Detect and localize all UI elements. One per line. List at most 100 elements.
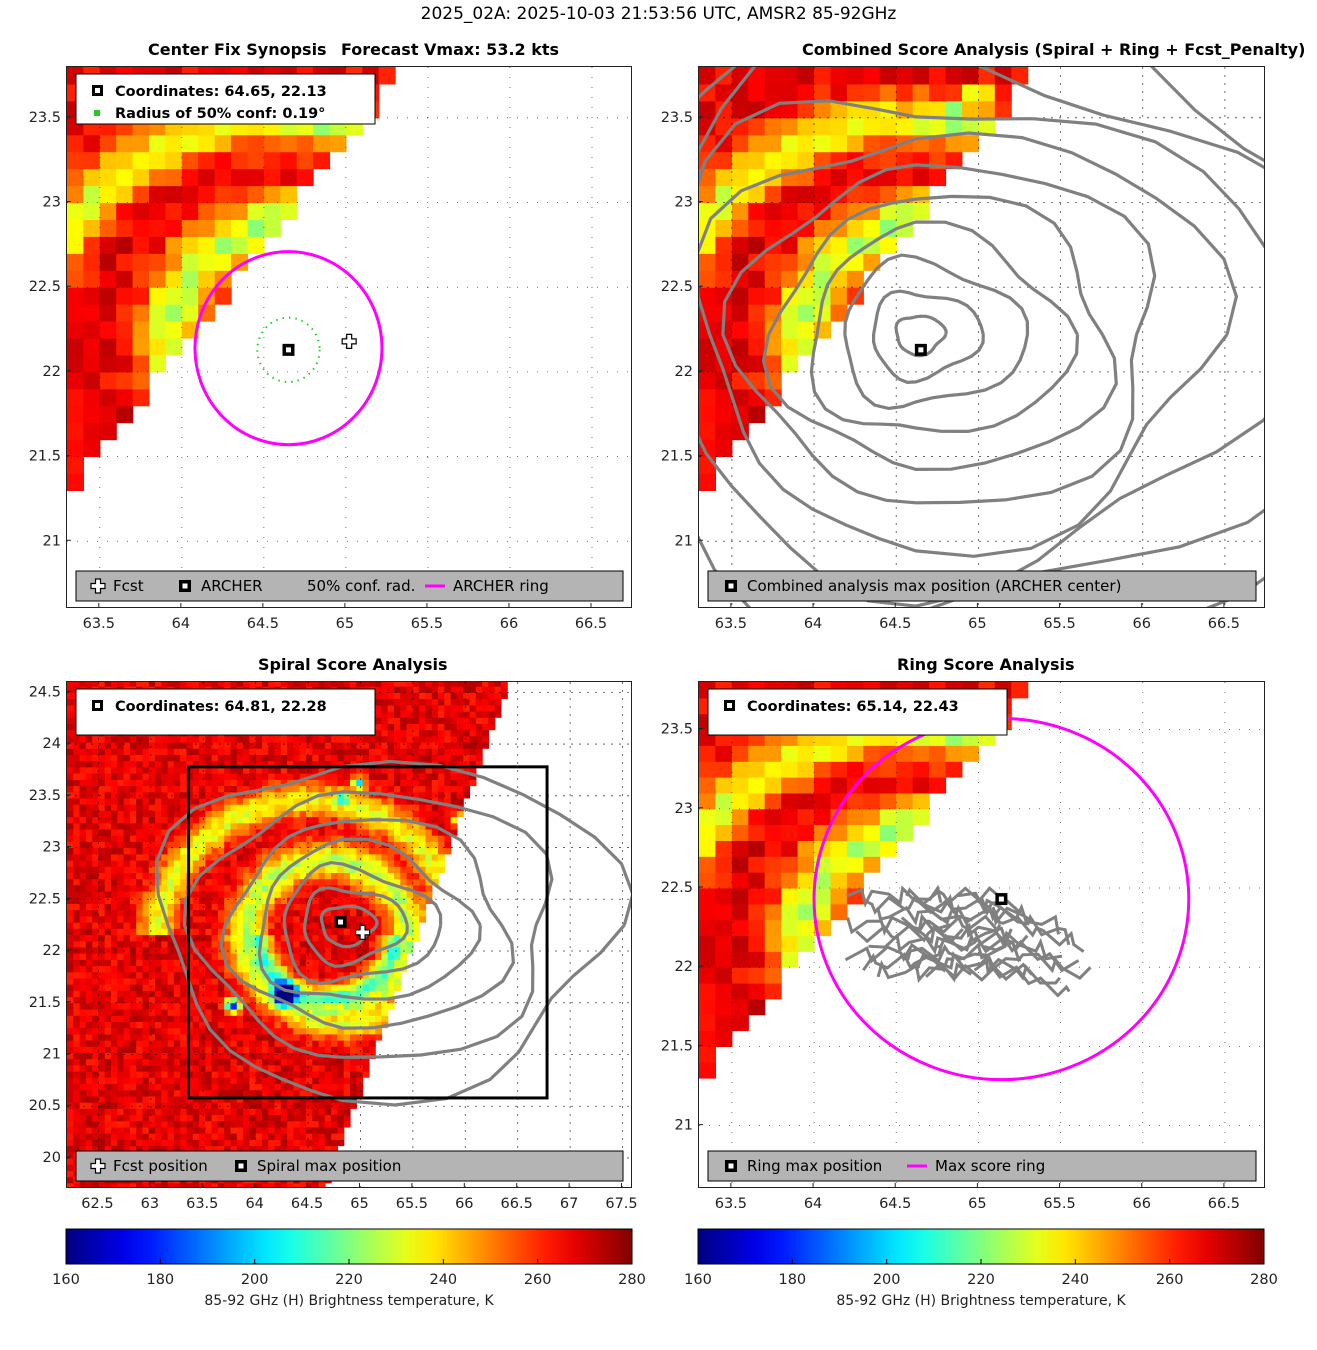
- y-tick-label: 23: [43, 840, 61, 856]
- contour-line: [964, 917, 1063, 961]
- legend-bar: Fcst ARCHER 50% conf. rad. ARCHER ring: [75, 570, 624, 602]
- y-tick-label: 22: [43, 943, 61, 959]
- y-tick-label: 22.5: [661, 279, 693, 295]
- colorbar-tick-label: 280: [1250, 1272, 1278, 1288]
- y-tick-label: 21: [43, 1046, 61, 1062]
- x-tick-label: 63.5: [715, 616, 747, 632]
- y-tick-label: 21: [675, 533, 693, 549]
- contour-line: [809, 220, 1080, 434]
- contour-line: [863, 895, 957, 915]
- contour-line: [699, 131, 1239, 558]
- y-tick-label: 20.5: [29, 1098, 61, 1114]
- contour-line: [991, 906, 1085, 953]
- colorbar-tick-label: 180: [146, 1272, 174, 1288]
- x-tick-label: 66: [455, 1196, 473, 1212]
- contour-line: [219, 817, 516, 1030]
- ring-score-plot: Coordinates: 65.14, 22.43 Ring max positi…: [699, 682, 1264, 1187]
- x-tick-label: 62.5: [81, 1196, 113, 1212]
- x-tick-label: 64: [804, 1196, 822, 1212]
- x-tick-label: 66.5: [501, 1196, 533, 1212]
- panel3-title: Spiral Score Analysis: [258, 655, 448, 674]
- colorbar-tick-label: 200: [873, 1272, 901, 1288]
- colorbar-tick-label: 280: [618, 1272, 646, 1288]
- x-tick-label: 65.5: [411, 616, 443, 632]
- legend-fcst-icon: [90, 1158, 106, 1174]
- spiral-score-contours: [154, 759, 631, 1107]
- grid-lines: [67, 67, 631, 607]
- center-fix-plot: Coordinates: 64.65, 22.13 Radius of 50% c…: [67, 67, 631, 607]
- y-tick-label: 21.5: [29, 995, 61, 1011]
- y-tick-label: 23.5: [29, 788, 61, 804]
- archer-ring: [193, 250, 384, 447]
- legend-frame: [707, 1150, 1257, 1182]
- info-box: Coordinates: 64.81, 22.28: [75, 688, 376, 736]
- legend-frame: [75, 1150, 624, 1182]
- info-line: Coordinates: 64.81, 22.28: [115, 699, 327, 715]
- forecast-position-marker: [354, 924, 371, 940]
- info-line: Coordinates: 64.65, 22.13: [115, 84, 327, 100]
- spiral-max-marker: [334, 916, 347, 929]
- y-tick-label: 21.5: [661, 1038, 693, 1054]
- x-tick-label: 66: [500, 616, 518, 632]
- contour-line: [918, 922, 1013, 947]
- legend-frame: [707, 570, 1257, 602]
- contour-line: [975, 898, 1071, 946]
- panel1-vmax-title: Forecast Vmax: 53.2 kts: [341, 40, 560, 59]
- legend-label: Ring max position: [747, 1157, 882, 1175]
- x-tick-label: 65.5: [1043, 1196, 1075, 1212]
- x-tick-label: 66: [1133, 616, 1151, 632]
- x-tick-label: 64.5: [879, 616, 911, 632]
- contour-line: [900, 914, 1002, 935]
- x-tick-label: 66.5: [575, 616, 607, 632]
- y-tick-label: 22: [675, 364, 693, 380]
- info-box-frame: [707, 688, 1008, 736]
- legend-label: Fcst: [113, 577, 144, 595]
- info-box: Coordinates: 64.65, 22.13 Radius of 50% c…: [75, 73, 376, 125]
- contour-line: [973, 930, 1080, 973]
- colorbar-gradient: [697, 1228, 1265, 1265]
- legend-label: ARCHER ring: [453, 577, 549, 595]
- combined-max-marker: [914, 343, 927, 356]
- y-tick-label: 23: [675, 801, 693, 817]
- legend-label: Combined analysis max position (ARCHER c…: [747, 577, 1121, 595]
- x-tick-label: 63.5: [83, 616, 115, 632]
- colorbar-tick-label: 240: [1061, 1272, 1089, 1288]
- contour-line: [257, 837, 482, 1001]
- x-tick-label: 64: [245, 1196, 263, 1212]
- x-tick-label: 67.5: [605, 1196, 637, 1212]
- x-tick-label: 65: [968, 616, 986, 632]
- legend-label: ARCHER: [201, 577, 263, 595]
- brightness-temperature-field: [699, 682, 1029, 1079]
- spiral-score-plot: Coordinates: 64.81, 22.28 Fcst position Sp…: [67, 682, 631, 1187]
- legend-bar: Combined analysis max position (ARCHER c…: [707, 570, 1257, 602]
- x-tick-label: 66: [1133, 1196, 1151, 1212]
- brightness-temperature-field: [67, 67, 396, 491]
- combined-score-contours: [699, 67, 1264, 607]
- panel1-title: Center Fix Synopsis: [148, 40, 327, 59]
- colorbar-tick-label: 160: [52, 1272, 80, 1288]
- x-tick-label: 65: [350, 1196, 368, 1212]
- contour-line: [924, 961, 1034, 982]
- confidence-ring: [256, 316, 321, 384]
- x-tick-label: 64.5: [879, 1196, 911, 1212]
- colorbar-right: 160 180 200 220 240 260 280 85-92 GHz (H) Brigh…: [684, 1228, 1278, 1309]
- contour-line: [876, 905, 974, 926]
- info-line: Radius of 50% conf: 0.19°: [115, 106, 325, 122]
- y-tick-label: 22.5: [29, 891, 61, 907]
- colorbar-tick-label: 260: [524, 1272, 552, 1288]
- x-tick-label: 64.5: [247, 616, 279, 632]
- x-tick-label: 64: [804, 616, 822, 632]
- colorbar-tick-label: 180: [778, 1272, 806, 1288]
- info-box: Coordinates: 65.14, 22.43: [707, 688, 1008, 736]
- legend-label: Max score ring: [935, 1157, 1045, 1175]
- y-tick-label: 22.5: [661, 880, 693, 896]
- legend-label: 50% conf. rad.: [307, 577, 415, 595]
- colorbar-tick-label: 160: [684, 1272, 712, 1288]
- ring-score-contours: [844, 884, 1092, 998]
- contour-line: [876, 959, 973, 984]
- x-tick-label: 66.5: [1208, 616, 1240, 632]
- y-tick-label: 21: [43, 533, 61, 549]
- contour-line: [894, 314, 948, 358]
- y-tick-label: 23.5: [661, 110, 693, 126]
- contour-line: [843, 253, 1030, 411]
